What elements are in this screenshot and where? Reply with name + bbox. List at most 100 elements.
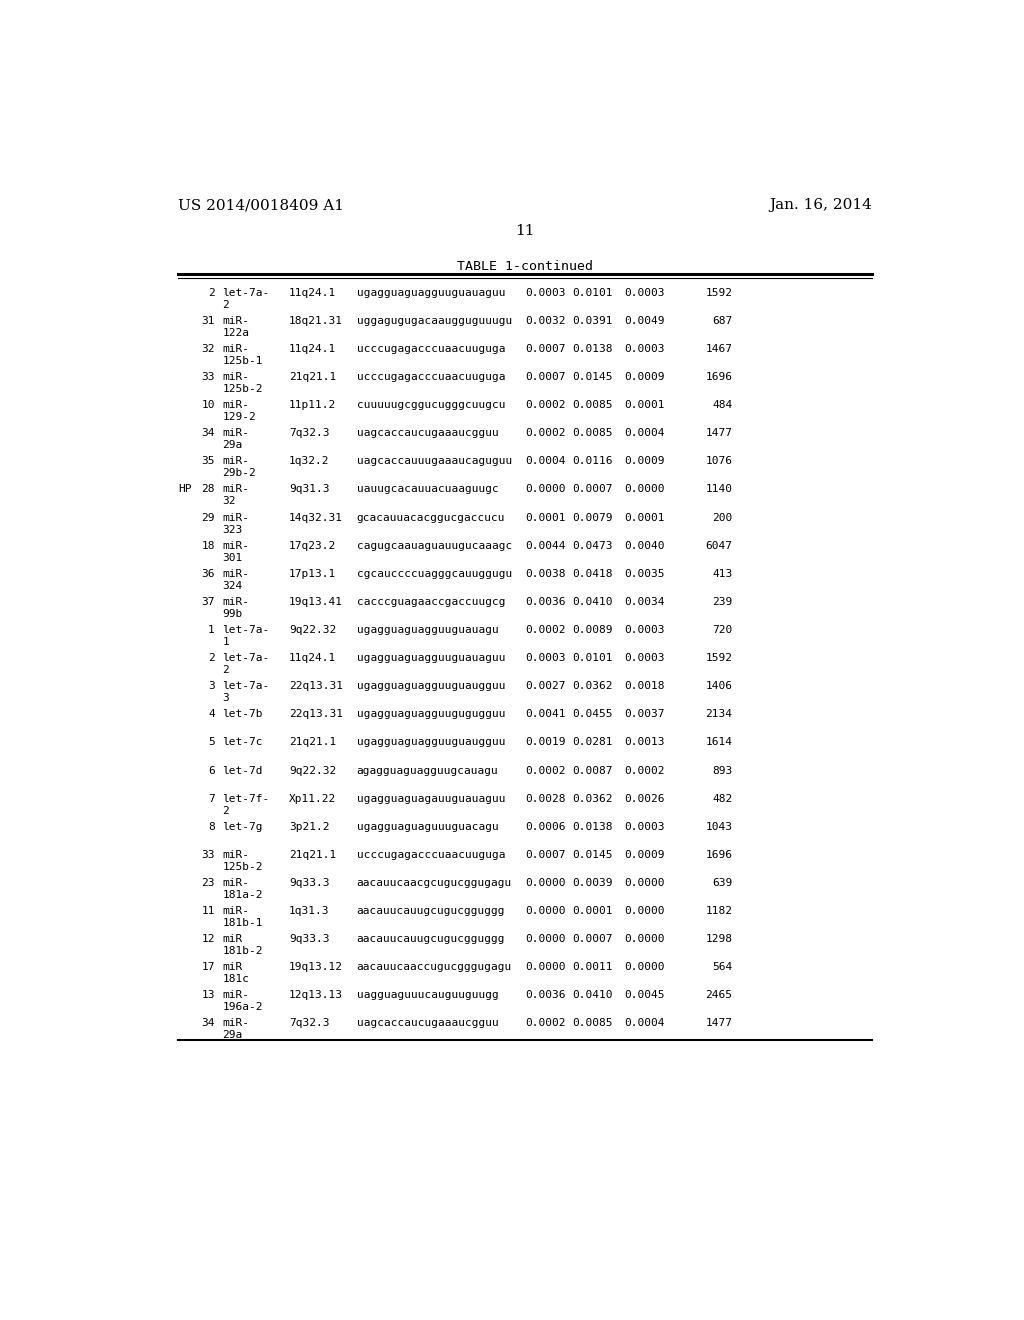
Text: uauugcacauuacuaaguugc: uauugcacauuacuaaguugc <box>356 484 499 495</box>
Text: 0.0473: 0.0473 <box>571 541 612 550</box>
Text: 1592: 1592 <box>706 288 732 298</box>
Text: miR-
129-2: miR- 129-2 <box>222 400 256 422</box>
Text: 0.0000: 0.0000 <box>525 484 566 495</box>
Text: 22q13.31: 22q13.31 <box>289 709 343 719</box>
Text: 0.0085: 0.0085 <box>571 428 612 438</box>
Text: ugagguaguagguuguaugguu: ugagguaguagguuguaugguu <box>356 738 505 747</box>
Text: 0.0000: 0.0000 <box>525 935 566 944</box>
Text: 6: 6 <box>208 766 215 776</box>
Text: 0.0036: 0.0036 <box>525 597 566 607</box>
Text: 2465: 2465 <box>706 990 732 1001</box>
Text: 0.0003: 0.0003 <box>525 288 566 298</box>
Text: let-7a-
3: let-7a- 3 <box>222 681 269 704</box>
Text: 10: 10 <box>202 400 215 411</box>
Text: miR-
324: miR- 324 <box>222 569 250 591</box>
Text: 0.0009: 0.0009 <box>625 457 665 466</box>
Text: 0.0035: 0.0035 <box>625 569 665 578</box>
Text: let-7a-
2: let-7a- 2 <box>222 653 269 675</box>
Text: miR
181c: miR 181c <box>222 962 250 985</box>
Text: 720: 720 <box>713 626 732 635</box>
Text: ucccugagacccuaacuuguga: ucccugagacccuaacuuguga <box>356 850 505 859</box>
Text: 0.0006: 0.0006 <box>525 822 566 832</box>
Text: 0.0000: 0.0000 <box>525 878 566 888</box>
Text: let-7a-
1: let-7a- 1 <box>222 626 269 647</box>
Text: 0.0001: 0.0001 <box>625 400 665 411</box>
Text: uagguaguuucauguuguugg: uagguaguuucauguuguugg <box>356 990 499 1001</box>
Text: 34: 34 <box>202 428 215 438</box>
Text: 0.0362: 0.0362 <box>571 793 612 804</box>
Text: 9q33.3: 9q33.3 <box>289 878 330 888</box>
Text: 4: 4 <box>208 709 215 719</box>
Text: 33: 33 <box>202 850 215 859</box>
Text: 0.0145: 0.0145 <box>571 372 612 381</box>
Text: 0.0000: 0.0000 <box>525 962 566 973</box>
Text: cgcauccccuagggcauuggugu: cgcauccccuagggcauuggugu <box>356 569 512 578</box>
Text: let-7c: let-7c <box>222 738 263 747</box>
Text: 18q21.31: 18q21.31 <box>289 315 343 326</box>
Text: 28: 28 <box>202 484 215 495</box>
Text: 1406: 1406 <box>706 681 732 692</box>
Text: aacauucauugcugucgguggg: aacauucauugcugucgguggg <box>356 935 505 944</box>
Text: 0.0145: 0.0145 <box>571 850 612 859</box>
Text: 2: 2 <box>208 288 215 298</box>
Text: 0.0116: 0.0116 <box>571 457 612 466</box>
Text: ucccugagacccuaacuuguga: ucccugagacccuaacuuguga <box>356 345 505 354</box>
Text: 0.0049: 0.0049 <box>625 315 665 326</box>
Text: 0.0026: 0.0026 <box>625 793 665 804</box>
Text: 0.0085: 0.0085 <box>571 400 612 411</box>
Text: 12: 12 <box>202 935 215 944</box>
Text: 0.0037: 0.0037 <box>625 709 665 719</box>
Text: 3: 3 <box>208 681 215 692</box>
Text: 7q32.3: 7q32.3 <box>289 428 330 438</box>
Text: 2: 2 <box>208 653 215 663</box>
Text: miR-
196a-2: miR- 196a-2 <box>222 990 263 1012</box>
Text: 0.0101: 0.0101 <box>571 288 612 298</box>
Text: 0.0009: 0.0009 <box>625 850 665 859</box>
Text: 0.0013: 0.0013 <box>625 738 665 747</box>
Text: 0.0000: 0.0000 <box>625 484 665 495</box>
Text: 11: 11 <box>202 906 215 916</box>
Text: 0.0039: 0.0039 <box>571 878 612 888</box>
Text: 1140: 1140 <box>706 484 732 495</box>
Text: 0.0038: 0.0038 <box>525 569 566 578</box>
Text: miR-
29a: miR- 29a <box>222 428 250 450</box>
Text: 0.0089: 0.0089 <box>571 626 612 635</box>
Text: 0.0281: 0.0281 <box>571 738 612 747</box>
Text: 0.0138: 0.0138 <box>571 822 612 832</box>
Text: 1696: 1696 <box>706 850 732 859</box>
Text: miR-
99b: miR- 99b <box>222 597 250 619</box>
Text: 7: 7 <box>208 793 215 804</box>
Text: 0.0362: 0.0362 <box>571 681 612 692</box>
Text: 11q24.1: 11q24.1 <box>289 345 337 354</box>
Text: 11q24.1: 11q24.1 <box>289 288 337 298</box>
Text: 35: 35 <box>202 457 215 466</box>
Text: ugagguaguagguuguauagu: ugagguaguagguuguauagu <box>356 626 499 635</box>
Text: 19q13.12: 19q13.12 <box>289 962 343 973</box>
Text: aacauucaaccugucgggugagu: aacauucaaccugucgggugagu <box>356 962 512 973</box>
Text: miR-
32: miR- 32 <box>222 484 250 507</box>
Text: miR-
29a: miR- 29a <box>222 1019 250 1040</box>
Text: 0.0001: 0.0001 <box>571 906 612 916</box>
Text: 0.0036: 0.0036 <box>525 990 566 1001</box>
Text: 482: 482 <box>713 793 732 804</box>
Text: cuuuuugcggucugggcuugcu: cuuuuugcggucugggcuugcu <box>356 400 505 411</box>
Text: uagcaccauuugaaaucaguguu: uagcaccauuugaaaucaguguu <box>356 457 512 466</box>
Text: 2134: 2134 <box>706 709 732 719</box>
Text: 0.0101: 0.0101 <box>571 653 612 663</box>
Text: 0.0138: 0.0138 <box>571 345 612 354</box>
Text: 6047: 6047 <box>706 541 732 550</box>
Text: let-7f-
2: let-7f- 2 <box>222 793 269 816</box>
Text: let-7a-
2: let-7a- 2 <box>222 288 269 310</box>
Text: 14q32.31: 14q32.31 <box>289 512 343 523</box>
Text: agagguaguagguugcauagu: agagguaguagguugcauagu <box>356 766 499 776</box>
Text: 0.0003: 0.0003 <box>625 345 665 354</box>
Text: 0.0002: 0.0002 <box>525 766 566 776</box>
Text: let-7d: let-7d <box>222 766 263 776</box>
Text: uagcaccaucugaaaucgguu: uagcaccaucugaaaucgguu <box>356 1019 499 1028</box>
Text: 0.0027: 0.0027 <box>525 681 566 692</box>
Text: 32: 32 <box>202 345 215 354</box>
Text: 36: 36 <box>202 569 215 578</box>
Text: 0.0019: 0.0019 <box>525 738 566 747</box>
Text: 0.0041: 0.0041 <box>525 709 566 719</box>
Text: let-7g: let-7g <box>222 822 263 832</box>
